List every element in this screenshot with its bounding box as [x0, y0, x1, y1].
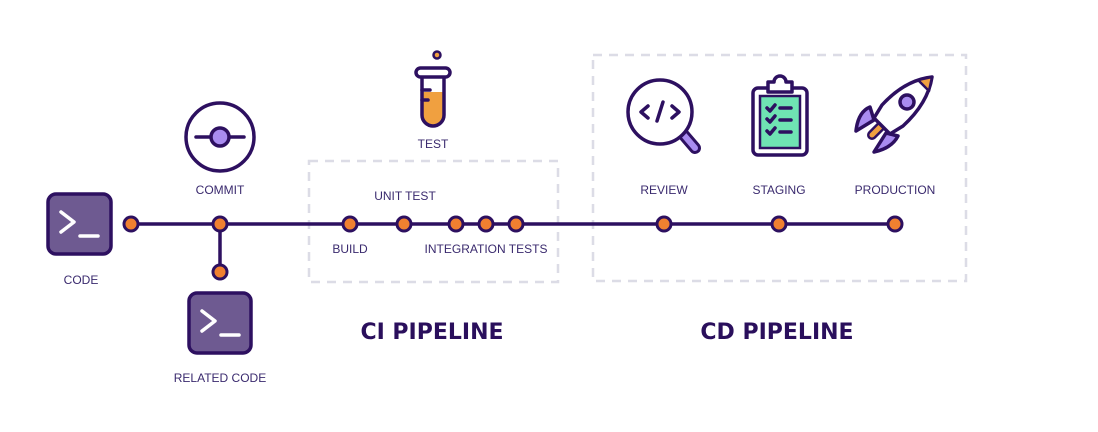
ci-pipeline-title: CI PIPELINE — [360, 320, 503, 345]
cd-pipeline-title: CD PIPELINE — [700, 320, 853, 345]
terminal-icon — [46, 192, 113, 256]
code-magnifier-icon — [626, 78, 701, 154]
test-tube-icon — [414, 50, 452, 128]
clipboard-checklist-icon — [751, 74, 809, 157]
node-staging — [770, 215, 788, 233]
node-commit — [211, 215, 229, 233]
terminal-icon — [187, 291, 253, 355]
build-label: BUILD — [332, 242, 368, 256]
unit-test-label: UNIT TEST — [374, 189, 436, 203]
node-unit-test — [395, 215, 413, 233]
staging-label: STAGING — [752, 183, 805, 197]
integration-tests-label: INTEGRATION TESTS — [425, 242, 548, 256]
commit-icon — [184, 101, 256, 173]
related-code-label: RELATED CODE — [174, 371, 266, 385]
rocket-icon — [854, 75, 934, 154]
test-label: TEST — [418, 137, 449, 151]
commit-label: COMMIT — [196, 183, 245, 197]
node-related-code — [211, 263, 229, 281]
node-code — [122, 215, 140, 233]
node-integration-test-2 — [477, 215, 495, 233]
node-production — [886, 215, 904, 233]
cd-group-box — [591, 53, 968, 283]
code-label: CODE — [64, 273, 99, 287]
node-integration-test-1 — [447, 215, 465, 233]
production-label: PRODUCTION — [855, 183, 936, 197]
node-integration-test-3 — [507, 215, 525, 233]
node-review — [655, 215, 673, 233]
node-build — [341, 215, 359, 233]
ci-group-box — [307, 159, 560, 284]
review-label: REVIEW — [640, 183, 688, 197]
